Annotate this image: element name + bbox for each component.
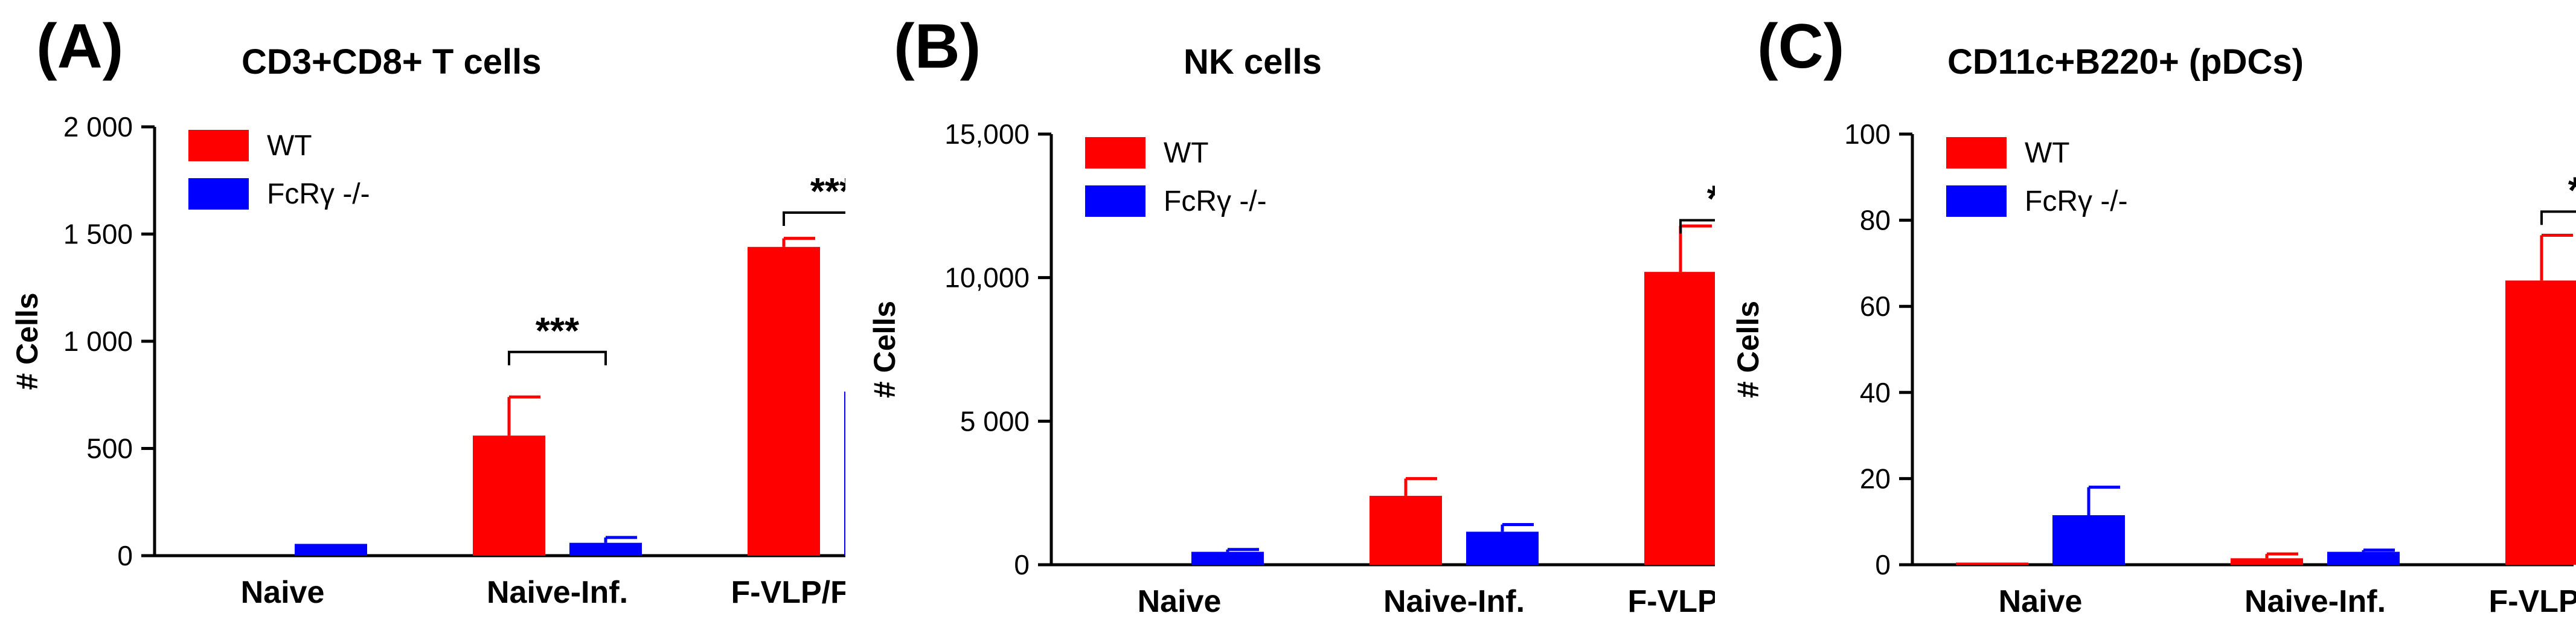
legend-swatch-wt — [1085, 137, 1145, 169]
chart-panel-1: (B) NK cells 0 5 000 10,000 15,000 # Cells Naiv… — [868, 11, 1715, 619]
significance-bracket — [508, 350, 607, 365]
y-tick-label: 5 000 — [960, 405, 1030, 437]
bar-fcrg-1 — [1466, 532, 1539, 565]
panel-label: (B) — [894, 11, 981, 82]
significance-bracket — [1679, 219, 1715, 234]
y-tick-label: 80 — [1860, 205, 1891, 236]
legend-label-fcrg: FcRγ -/- — [2025, 185, 2128, 217]
legend-swatch-fcrg — [1946, 185, 2007, 217]
bar-wt-1 — [1370, 495, 1442, 565]
bar-fcrg-1 — [569, 542, 642, 556]
legend-label-wt: WT — [1164, 137, 1209, 169]
bar-wt-2 — [748, 246, 820, 556]
significance-stars: *** — [2568, 170, 2576, 211]
chart-panel-0: (A) CD3+CD8+ T cells 0 500 1 000 1 500 2 000 # … — [10, 11, 845, 610]
y-tick-label: 500 — [86, 433, 133, 464]
y-tick-label: 1 500 — [63, 219, 133, 250]
y-axis-label: # Cells — [1731, 301, 1765, 398]
legend-label-wt: WT — [267, 130, 312, 162]
significance-stars: *** — [536, 310, 580, 352]
bar-fcrg-2 — [844, 391, 845, 556]
y-tick-label: 60 — [1860, 291, 1891, 322]
significance-bracket — [2540, 210, 2576, 225]
legend-label-fcrg: FcRγ -/- — [1164, 185, 1267, 217]
significance-stars: *** — [810, 171, 845, 213]
y-tick-label: 15,000 — [944, 118, 1030, 150]
bar-wt-2 — [2505, 280, 2576, 565]
legend-swatch-wt — [1946, 137, 2007, 169]
y-axis-label: # Cells — [868, 301, 902, 398]
x-category-label: F-VLP/FI-RSV — [1627, 584, 1715, 619]
x-category-label: Naive-Inf. — [2244, 584, 2386, 619]
chart-panel-2: (C) CD11c+B220+ (pDCs) 0 20 40 60 80 100 # Cells… — [1731, 11, 2576, 619]
bar-fcrg-1 — [2327, 551, 2400, 565]
y-axis-label: # Cells — [10, 292, 44, 390]
x-category-label: F-VLP/FI-RSV — [2488, 584, 2576, 619]
y-tick-label: 0 — [1014, 549, 1030, 580]
x-category-label: Naive — [241, 575, 325, 610]
legend-swatch-wt — [188, 130, 249, 161]
significance-stars: *** — [1707, 179, 1715, 220]
y-tick-label: 0 — [1875, 549, 1891, 580]
bar-wt-0 — [1956, 562, 2028, 565]
y-tick-label: 40 — [1860, 377, 1891, 408]
bar-fcrg-0 — [1191, 551, 1264, 565]
x-category-label: Naive-Inf. — [487, 575, 628, 610]
x-category-label: Naive-Inf. — [1383, 584, 1525, 619]
y-tick-label: 2 000 — [63, 111, 133, 143]
y-tick-label: 20 — [1860, 463, 1891, 494]
bar-wt-1 — [2231, 558, 2303, 565]
chart-title: CD3+CD8+ T cells — [242, 42, 541, 82]
x-category-label: Naive — [1138, 584, 1222, 619]
x-category-label: F-VLP/FI-RSV — [731, 575, 845, 610]
legend-swatch-fcrg — [188, 178, 249, 210]
bar-wt-1 — [473, 435, 545, 556]
chart-title: NK cells — [1184, 42, 1322, 82]
x-category-label: Naive — [1999, 584, 2083, 619]
y-tick-label: 1 000 — [63, 326, 133, 357]
y-tick-label: 100 — [1844, 118, 1891, 150]
bar-fcrg-0 — [295, 544, 367, 556]
bar-fcrg-0 — [2052, 515, 2125, 565]
legend-label-fcrg: FcRγ -/- — [267, 178, 370, 210]
legend-label-wt: WT — [2025, 137, 2070, 169]
bar-wt-2 — [1644, 272, 1715, 565]
y-tick-label: 0 — [117, 540, 133, 571]
chart-title: CD11c+B220+ (pDCs) — [1947, 42, 2304, 82]
panel-label: (A) — [36, 11, 123, 82]
panel-label: (C) — [1757, 11, 1844, 82]
legend-swatch-fcrg — [1085, 185, 1145, 217]
significance-bracket — [783, 211, 845, 226]
y-tick-label: 10,000 — [944, 262, 1030, 294]
